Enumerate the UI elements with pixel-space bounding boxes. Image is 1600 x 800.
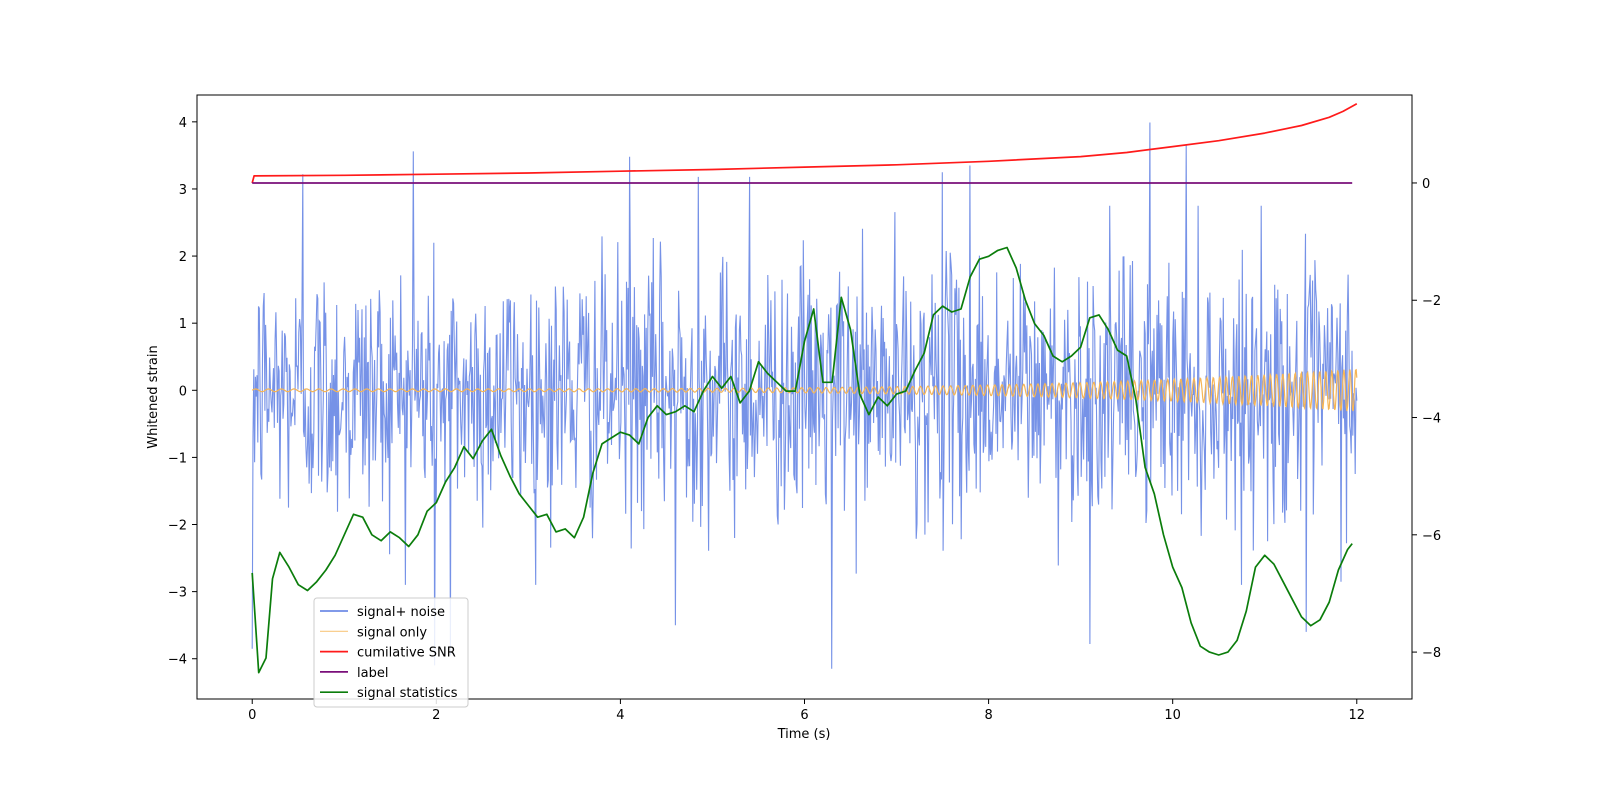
y2-tick-label: 0 bbox=[1422, 177, 1430, 192]
y-tick-label: 2 bbox=[179, 250, 187, 265]
legend-label: signal only bbox=[357, 625, 427, 640]
legend-item-signal-only: signal only bbox=[320, 625, 427, 640]
y-tick-label: 4 bbox=[179, 116, 187, 131]
y-tick-label: −4 bbox=[168, 653, 187, 668]
y-tick-label: 0 bbox=[179, 384, 187, 399]
y-tick-label: −1 bbox=[168, 451, 187, 466]
legend-box bbox=[313, 597, 469, 708]
x-tick-label: 2 bbox=[432, 708, 440, 723]
y-axis-label: Whitened strain bbox=[146, 345, 161, 448]
y-tick-label: 3 bbox=[179, 183, 187, 198]
x-tick-label: 10 bbox=[1164, 708, 1181, 723]
legend-item-signal-statistics: signal statistics bbox=[320, 686, 458, 701]
x-axis: 0 2 4 6 8 10 12 bbox=[248, 699, 1365, 723]
line-signal-noise bbox=[251, 122, 1358, 669]
legend-item-cumilative-snr: cumilative SNR bbox=[320, 646, 456, 661]
x-tick-label: 4 bbox=[616, 708, 624, 723]
line-signal-statistics bbox=[251, 246, 1353, 674]
series-signal-only bbox=[251, 368, 1358, 412]
x-axis-label: Time (s) bbox=[777, 727, 831, 742]
x-tick-label: 8 bbox=[984, 708, 992, 723]
legend-item-label: label bbox=[320, 666, 388, 681]
y-tick-label: 1 bbox=[179, 317, 187, 332]
series-signal-statistics bbox=[251, 246, 1353, 674]
series-layer bbox=[251, 103, 1358, 674]
legend-label: cumilative SNR bbox=[357, 646, 456, 661]
y2-tick-label: −4 bbox=[1422, 412, 1441, 427]
x-tick-label: 6 bbox=[800, 708, 808, 723]
legend-item-signal-noise: signal+ noise bbox=[320, 605, 445, 620]
legend-label: label bbox=[357, 666, 388, 681]
y2-tick-label: −2 bbox=[1422, 294, 1441, 309]
x-tick-label: 0 bbox=[248, 708, 256, 723]
y-tick-label: −3 bbox=[168, 586, 187, 601]
y-axis-right: −8 −6 −4 −2 0 bbox=[1412, 177, 1441, 661]
legend-label: signal+ noise bbox=[357, 605, 445, 620]
line-cumilative-snr bbox=[251, 103, 1358, 184]
x-tick-label: 12 bbox=[1348, 708, 1365, 723]
legend-label: signal statistics bbox=[357, 686, 458, 701]
y-tick-label: −2 bbox=[168, 519, 187, 534]
legend: signal+ noise signal only cumilative SNR la… bbox=[313, 597, 469, 708]
y2-tick-label: −8 bbox=[1422, 646, 1441, 661]
y-axis-left: −4 −3 −2 −1 0 1 2 3 4 bbox=[168, 116, 197, 668]
y2-tick-label: −6 bbox=[1422, 529, 1441, 544]
series-cumilative-snr bbox=[251, 103, 1358, 184]
series-signal-noise bbox=[251, 122, 1358, 669]
line-signal-only bbox=[251, 368, 1358, 412]
